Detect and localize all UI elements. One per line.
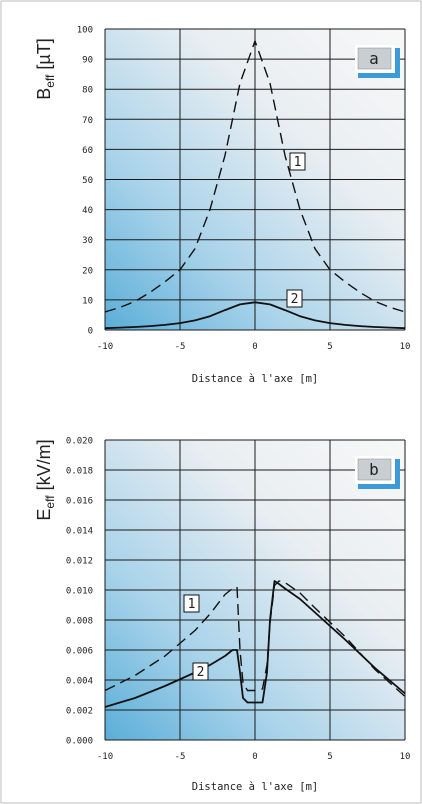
y-tick-label: 50 — [82, 176, 93, 186]
y-tick-label: 0.014 — [66, 527, 93, 537]
series-line-2 — [104, 301, 406, 330]
y-tick-label: 0.008 — [66, 617, 93, 627]
x-tick-label: -5 — [175, 342, 186, 352]
series-label-2: 2 — [197, 665, 205, 680]
y-tick-label: 0.010 — [66, 587, 93, 597]
x-axis-label: Distance à l'axe [m] — [192, 781, 318, 793]
y-tick-label: 0.016 — [66, 497, 93, 507]
panel-label-box — [357, 47, 392, 70]
series-label-2: 2 — [291, 292, 299, 307]
y-tick-label: 10 — [82, 296, 93, 306]
series-label-box — [286, 289, 303, 308]
y-tick-label: 0 — [88, 327, 93, 337]
y-tick-label: 40 — [82, 206, 93, 216]
series-line-1 — [104, 580, 406, 698]
y-tick-label: 100 — [77, 26, 93, 36]
panel-label-box — [357, 458, 392, 481]
y-tick-label: 70 — [82, 116, 93, 126]
x-tick-label: -5 — [175, 752, 186, 762]
y-tick-label: 80 — [82, 86, 93, 96]
y-axis-label-sub: eff — [43, 495, 57, 509]
y-axis-label-unit: [µT] — [34, 38, 54, 74]
series-label-box — [183, 594, 200, 613]
x-tick-label: 0 — [252, 752, 257, 762]
y-axis-label-sub: eff — [43, 74, 57, 88]
series-label-box — [289, 152, 306, 171]
panel-label: a — [369, 49, 379, 68]
y-tick-label: 0.020 — [66, 437, 93, 447]
y-tick-label: 30 — [82, 236, 93, 246]
y-tick-label: 0.018 — [66, 467, 93, 477]
series-label-box — [192, 662, 209, 681]
y-axis-label: Eeff [kV/m] — [34, 439, 57, 520]
y-tick-label: 0.002 — [66, 707, 93, 717]
y-tick-label: 0.012 — [66, 557, 93, 567]
panel-label: b — [369, 460, 379, 479]
y-axis-label-unit: [kV/m] — [34, 439, 54, 495]
series-line-1 — [104, 40, 406, 313]
series-label-1: 1 — [294, 155, 302, 170]
y-axis-label-base: E — [34, 509, 54, 521]
y-tick-label: 60 — [82, 146, 93, 156]
y-tick-label: 20 — [82, 266, 93, 276]
y-tick-label: 0.004 — [66, 677, 93, 687]
x-axis-label: Distance à l'axe [m] — [192, 373, 318, 385]
x-tick-label: 5 — [327, 342, 332, 352]
x-tick-label: 0 — [252, 342, 257, 352]
y-tick-label: 90 — [82, 56, 93, 66]
x-tick-label: -10 — [97, 752, 113, 762]
y-tick-label: 0.006 — [66, 647, 93, 657]
panel-a-chart: 0 10 20 30 40 50 60 70 80 90 100 -10 -5 0 5 10 1 2 a Beff [… — [34, 26, 410, 386]
y-axis-label: Beff [µT] — [34, 38, 57, 100]
x-tick-label: 10 — [400, 752, 411, 762]
panel-b-chart: 0.000 0.002 0.004 0.006 0.008 0.010 0.012 0.014… — [34, 437, 410, 794]
y-tick-label: 0.000 — [66, 737, 93, 747]
x-tick-label: 10 — [400, 342, 411, 352]
y-axis-label-base: B — [34, 88, 54, 100]
x-tick-label: 5 — [327, 752, 332, 762]
x-tick-label: -10 — [97, 342, 113, 352]
series-label-1: 1 — [188, 597, 196, 612]
